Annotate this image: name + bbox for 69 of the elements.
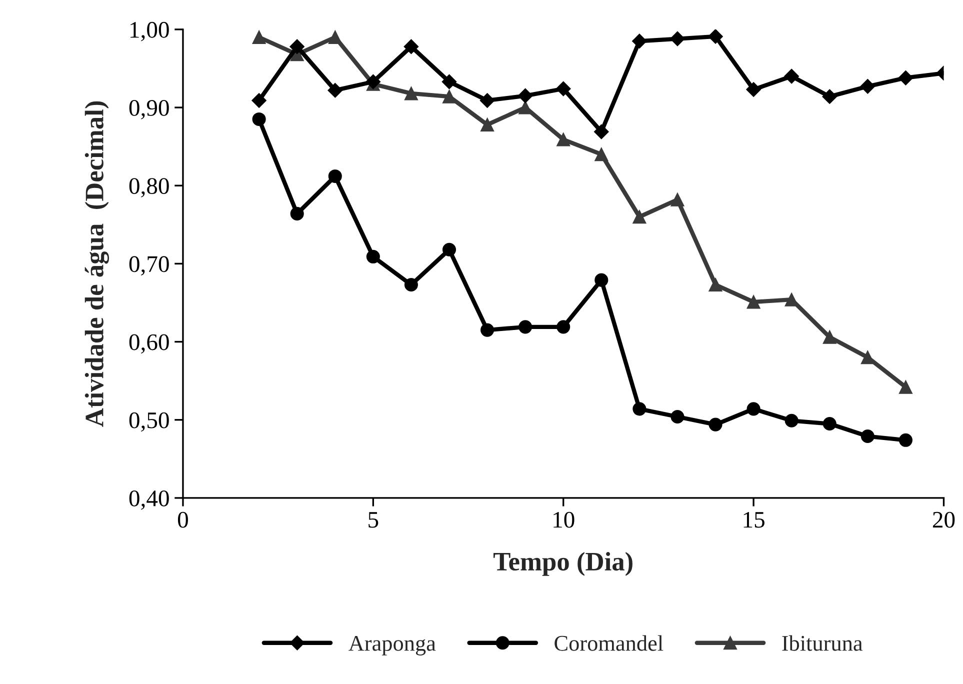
point <box>518 100 532 114</box>
point <box>556 320 570 334</box>
point <box>632 34 647 49</box>
point <box>746 402 760 416</box>
y-tick-label: 0,60 <box>129 334 169 354</box>
x-tick-label: 15 <box>744 512 764 528</box>
point <box>556 132 570 146</box>
y-tick-label: 0,90 <box>129 100 169 120</box>
legend-label: Coromandel <box>554 635 664 651</box>
point <box>328 82 343 98</box>
y-tick-label: 1,00 <box>130 22 169 42</box>
point <box>746 82 761 97</box>
point <box>670 410 684 424</box>
point <box>442 74 457 90</box>
point <box>784 68 799 84</box>
point <box>784 292 798 306</box>
point <box>708 29 723 44</box>
y-axis-title: Atividade de água (Decimal) <box>84 101 110 427</box>
point <box>822 416 836 431</box>
point <box>594 124 609 140</box>
point <box>328 30 342 44</box>
point <box>290 39 304 54</box>
point <box>898 433 912 447</box>
point <box>860 350 874 364</box>
point <box>480 93 495 108</box>
legend-label: Ibituruna <box>782 635 863 651</box>
point <box>632 402 646 416</box>
point <box>442 90 456 104</box>
point <box>252 112 266 126</box>
point <box>518 320 532 334</box>
point <box>480 323 494 337</box>
point <box>670 31 685 46</box>
x-tick-label: 5 <box>368 512 378 528</box>
point <box>594 148 608 162</box>
point <box>404 86 418 100</box>
point <box>252 30 266 44</box>
legend-label: Araponga <box>348 636 436 656</box>
point <box>746 295 760 309</box>
point <box>556 81 571 96</box>
y-tick-label: 0,70 <box>129 256 169 276</box>
y-tick-label: 0,40 <box>129 490 169 510</box>
point <box>632 210 646 224</box>
point <box>670 192 684 206</box>
x-tick-label: 20 <box>932 512 955 528</box>
point <box>898 70 914 86</box>
point <box>366 74 381 90</box>
point <box>898 380 912 394</box>
point <box>860 79 876 94</box>
point <box>404 39 419 54</box>
x-tick-label: 0 <box>178 512 188 528</box>
point <box>518 88 533 104</box>
point <box>480 118 494 132</box>
x-axis-title: Tempo (Dia) <box>494 552 632 576</box>
point <box>252 93 266 108</box>
point <box>860 429 874 444</box>
point <box>822 89 838 104</box>
y-tick-label: 0,80 <box>129 178 169 198</box>
point <box>822 330 836 344</box>
point <box>708 418 722 432</box>
point <box>708 278 722 292</box>
y-tick-label: 0,50 <box>129 412 169 432</box>
point <box>328 169 342 183</box>
point <box>290 206 304 220</box>
point <box>784 414 798 428</box>
point <box>442 242 456 256</box>
point <box>594 273 608 287</box>
point <box>366 250 380 264</box>
point <box>404 278 418 292</box>
x-tick-label: 10 <box>554 512 574 528</box>
